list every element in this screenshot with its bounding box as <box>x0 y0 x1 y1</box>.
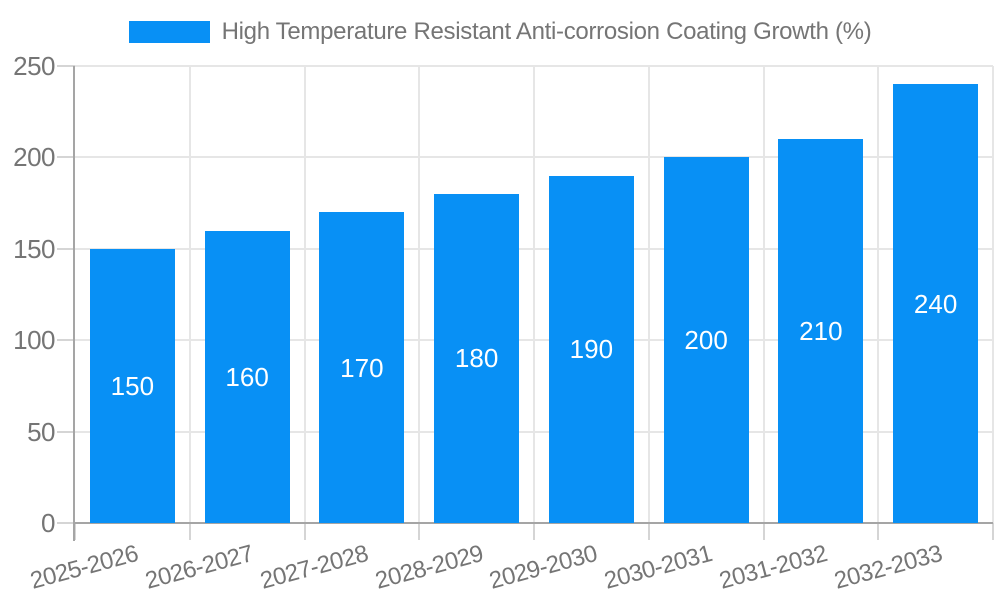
y-axis-label: 0 <box>41 508 55 538</box>
gridline-vertical <box>762 66 765 523</box>
legend-swatch-icon <box>128 21 210 43</box>
y-axis-label: 50 <box>27 416 55 447</box>
y-axis-tick <box>57 522 75 524</box>
y-axis-label: 150 <box>13 233 55 264</box>
x-axis-tick <box>877 523 880 540</box>
y-axis-tick <box>57 247 75 250</box>
gridline-vertical <box>877 66 880 523</box>
y-axis-tick <box>57 156 75 159</box>
y-axis-tick <box>57 65 75 67</box>
bar[interactable] <box>893 84 979 523</box>
x-axis-tick <box>303 523 306 540</box>
gridline-vertical <box>303 66 306 523</box>
y-axis-label: 100 <box>13 325 55 356</box>
gridline-vertical <box>418 66 421 523</box>
y-axis-tick <box>57 430 75 433</box>
gridline-vertical <box>992 66 994 523</box>
legend-label: High Temperature Resistant Anti-corrosio… <box>221 18 872 45</box>
bar[interactable] <box>663 157 749 523</box>
bar[interactable] <box>548 175 634 523</box>
x-axis-tick <box>762 523 765 540</box>
gridline-vertical <box>533 66 535 523</box>
bar[interactable] <box>204 230 290 523</box>
x-axis-tick <box>418 523 421 540</box>
legend-item[interactable]: High Temperature Resistant Anti-corrosio… <box>128 18 872 46</box>
y-axis-tick <box>57 339 75 342</box>
x-axis-tick <box>992 523 994 540</box>
x-axis-tick <box>74 523 76 540</box>
x-axis-tick <box>533 523 535 540</box>
y-axis-label: 250 <box>13 51 55 81</box>
gridline-vertical <box>188 66 191 523</box>
gridline-vertical <box>647 66 650 523</box>
bar[interactable] <box>89 248 175 523</box>
bar[interactable] <box>319 212 405 523</box>
x-axis-line <box>73 522 993 524</box>
bar[interactable] <box>778 139 864 523</box>
y-axis-line <box>73 66 75 541</box>
y-axis-label: 200 <box>13 142 55 173</box>
x-axis-tick <box>188 523 191 540</box>
legend: High Temperature Resistant Anti-corrosio… <box>0 18 1000 46</box>
x-axis-tick <box>647 523 650 540</box>
bar[interactable] <box>434 193 520 523</box>
